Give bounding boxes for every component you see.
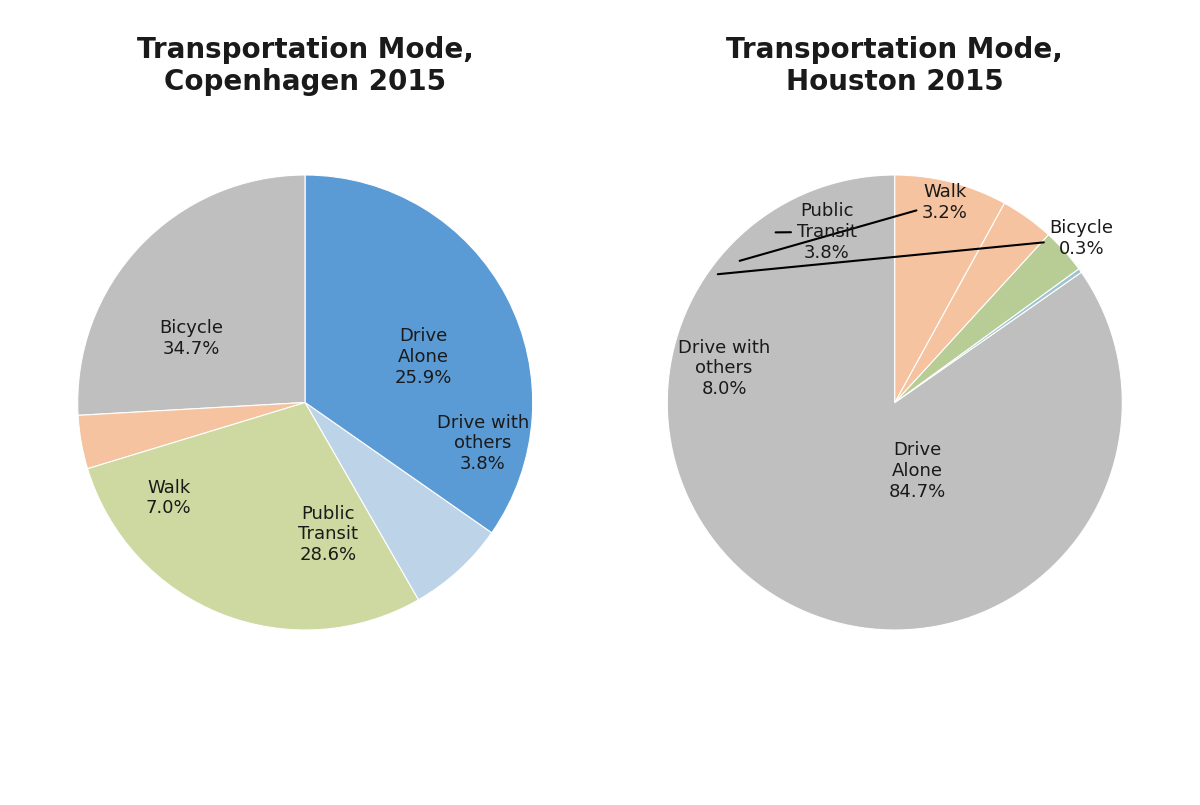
Title: Transportation Mode,
Copenhagen 2015: Transportation Mode, Copenhagen 2015 (137, 36, 474, 97)
Wedge shape (895, 235, 1079, 402)
Wedge shape (667, 175, 1122, 630)
Text: Bicycle
34.7%: Bicycle 34.7% (160, 320, 223, 358)
Wedge shape (305, 402, 492, 600)
Wedge shape (88, 402, 419, 630)
Text: Bicycle
0.3%: Bicycle 0.3% (718, 219, 1114, 275)
Text: Public
Transit
28.6%: Public Transit 28.6% (298, 505, 358, 564)
Wedge shape (895, 175, 1004, 402)
Text: Walk
3.2%: Walk 3.2% (739, 183, 967, 261)
Wedge shape (895, 269, 1081, 402)
Text: Drive with
others
3.8%: Drive with others 3.8% (437, 414, 529, 473)
Text: Drive with
others
8.0%: Drive with others 8.0% (678, 339, 770, 398)
Text: Drive
Alone
25.9%: Drive Alone 25.9% (395, 327, 452, 386)
Wedge shape (78, 175, 305, 415)
Text: Walk
7.0%: Walk 7.0% (146, 479, 192, 518)
Title: Transportation Mode,
Houston 2015: Transportation Mode, Houston 2015 (726, 36, 1063, 97)
Wedge shape (305, 175, 533, 533)
Text: Public
Transit
3.8%: Public Transit 3.8% (775, 202, 857, 262)
Wedge shape (78, 402, 305, 469)
Text: Drive
Alone
84.7%: Drive Alone 84.7% (889, 441, 946, 501)
Wedge shape (895, 203, 1049, 402)
